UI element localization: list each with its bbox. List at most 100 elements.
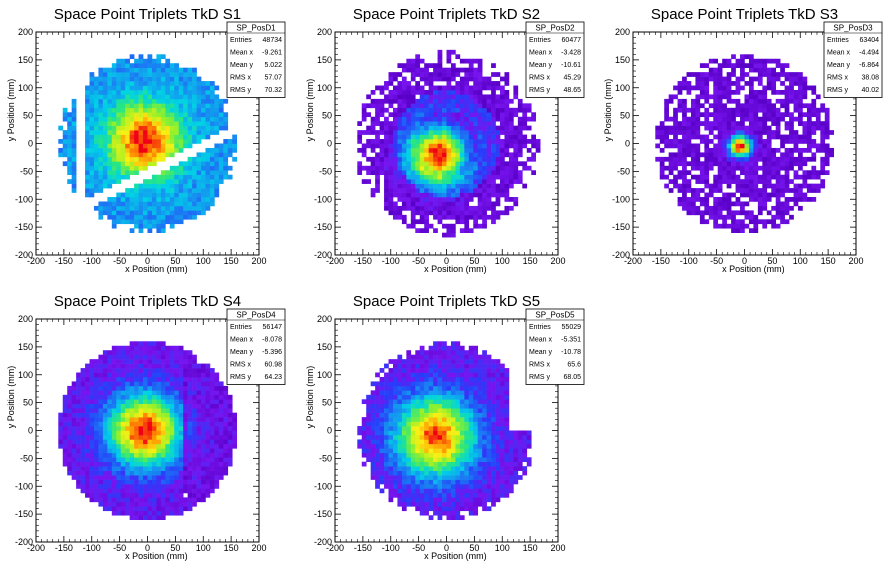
heatmap-bin xyxy=(169,492,175,498)
heatmap-bin xyxy=(690,121,696,126)
heatmap-bin xyxy=(699,152,705,158)
heatmap-bin xyxy=(473,188,479,193)
heatmap-bin xyxy=(223,385,229,391)
heatmap-bin xyxy=(771,76,777,82)
heatmap-bin xyxy=(116,376,122,382)
heatmap-bin xyxy=(686,179,692,184)
heatmap-bin xyxy=(89,143,95,149)
heatmap-bin xyxy=(446,103,452,109)
heatmap-bin xyxy=(67,139,72,144)
heatmap-bin xyxy=(125,205,130,211)
heatmap-bin xyxy=(415,54,421,60)
heatmap-bin xyxy=(771,121,777,126)
heatmap-bin xyxy=(192,448,197,454)
heatmap-bin xyxy=(482,223,487,229)
heatmap-bin xyxy=(464,183,470,189)
heatmap-bin xyxy=(829,130,834,135)
heatmap-bin xyxy=(178,408,184,413)
heatmap-bin xyxy=(85,426,90,431)
heatmap-bin xyxy=(473,98,479,104)
heatmap-bin xyxy=(116,452,122,458)
heatmap-bin xyxy=(89,439,95,445)
heatmap-bin xyxy=(201,439,206,445)
heatmap-bin xyxy=(375,156,380,162)
heatmap-bin xyxy=(165,125,171,131)
heatmap-bin xyxy=(138,479,144,485)
heatmap-bin xyxy=(67,452,72,458)
heatmap-bin xyxy=(757,89,763,95)
heatmap-bin xyxy=(134,497,139,503)
heatmap-bin xyxy=(713,81,719,86)
heatmap-bin xyxy=(116,506,122,512)
heatmap-bin xyxy=(156,506,162,512)
heatmap-bin xyxy=(205,134,211,140)
heatmap-bin xyxy=(802,179,808,184)
heatmap-bin xyxy=(192,210,197,216)
heatmap-bin xyxy=(107,116,113,122)
heatmap-bin xyxy=(771,81,777,86)
heatmap-bin xyxy=(187,192,193,198)
heatmap-bin xyxy=(762,152,768,158)
heatmap-bin xyxy=(419,112,425,118)
heatmap-bin xyxy=(513,174,519,180)
heatmap-bin xyxy=(388,139,394,144)
heatmap-bin xyxy=(178,363,184,369)
heatmap-bin xyxy=(111,368,117,373)
heatmap-bin xyxy=(699,72,705,77)
heatmap-bin xyxy=(111,376,117,382)
heatmap-bin xyxy=(196,125,202,131)
heatmap-bin xyxy=(76,466,81,471)
heatmap-bin xyxy=(111,210,117,216)
heatmap-bin xyxy=(486,112,492,118)
heatmap-bin xyxy=(397,179,403,184)
heatmap-bin xyxy=(793,94,799,100)
heatmap-bin xyxy=(129,417,135,422)
heatmap-bin xyxy=(677,130,683,135)
heatmap-bin xyxy=(735,98,741,104)
heatmap-bin xyxy=(111,63,117,68)
heatmap-bin xyxy=(428,89,434,95)
heatmap-bin xyxy=(147,417,153,422)
heatmap-bin xyxy=(138,515,144,520)
heatmap-bin xyxy=(704,205,710,211)
heatmap-bin xyxy=(410,89,416,95)
heatmap-bin xyxy=(424,121,429,126)
heatmap-bin xyxy=(379,107,385,113)
heatmap-bin xyxy=(748,188,754,193)
heatmap-bin xyxy=(107,399,113,405)
heatmap-bin xyxy=(209,457,215,463)
heatmap-bin xyxy=(201,461,206,467)
heatmap-bin xyxy=(183,188,188,193)
heatmap-bin xyxy=(187,89,193,95)
heatmap-bin xyxy=(102,143,108,149)
heatmap-bin xyxy=(415,72,421,77)
x-tick-label: -100 xyxy=(680,256,698,266)
heatmap-bin xyxy=(717,183,723,189)
stats-name: SP_PosD3 xyxy=(833,24,873,33)
heatmap-bin xyxy=(205,107,211,113)
heatmap-bin xyxy=(495,165,501,171)
heatmap-bin xyxy=(169,174,175,180)
heatmap-bin xyxy=(102,174,108,180)
heatmap-bin xyxy=(410,161,416,167)
heatmap-bin xyxy=(102,403,108,409)
heatmap-bin xyxy=(129,161,135,167)
heatmap-bin xyxy=(450,210,456,216)
heatmap-bin xyxy=(178,350,184,355)
heatmap-bin xyxy=(129,67,135,73)
heatmap-bin xyxy=(160,201,166,207)
heatmap-bin xyxy=(134,381,139,387)
heatmap-bin xyxy=(806,170,812,176)
heatmap-bin xyxy=(129,399,135,405)
heatmap-bin xyxy=(174,112,180,118)
heatmap-bin xyxy=(820,165,826,171)
heatmap-bin xyxy=(375,152,380,158)
heatmap-bin xyxy=(98,152,104,158)
heatmap-bin xyxy=(174,130,180,135)
heatmap-bin xyxy=(134,457,139,463)
heatmap-bin xyxy=(192,67,197,73)
heatmap-bin xyxy=(183,443,188,449)
heatmap-bin xyxy=(437,103,443,109)
heatmap-bin xyxy=(183,76,188,82)
heatmap-bin xyxy=(205,412,211,418)
